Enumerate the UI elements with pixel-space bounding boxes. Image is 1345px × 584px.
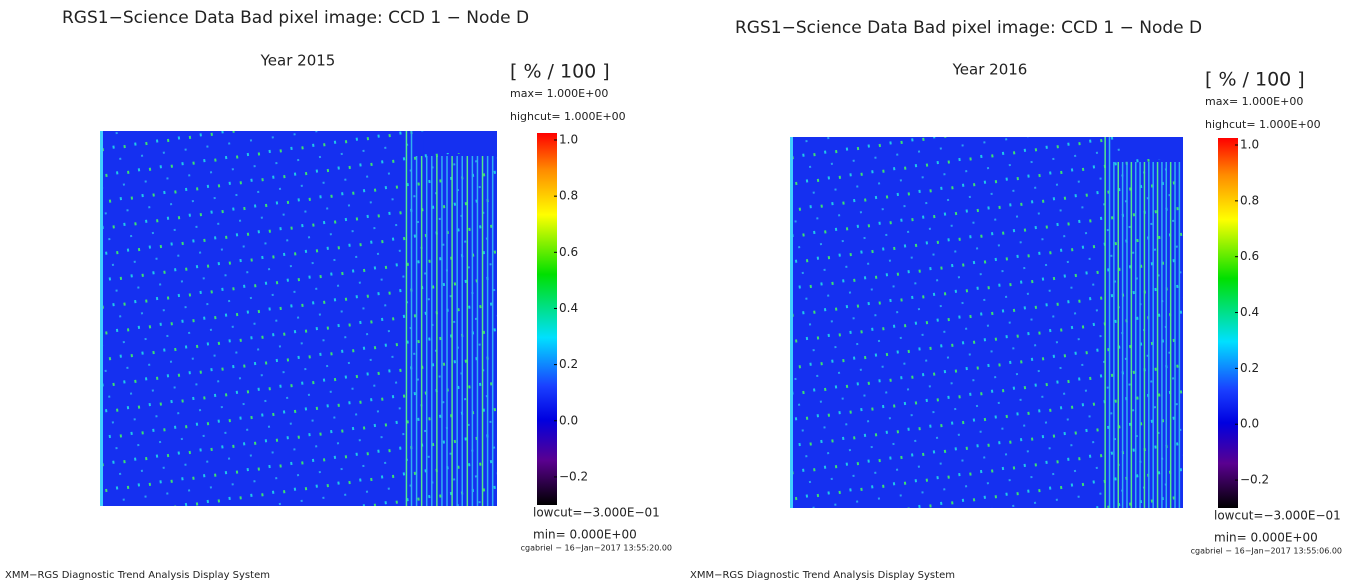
min-label: min= 0.000E+00 [1214, 531, 1318, 545]
column-stripe [1139, 162, 1141, 508]
highcut-label: highcut= 1.000E+00 [1205, 118, 1321, 131]
colorbar-tick-label: −0.2 [559, 469, 588, 483]
column-stripe [1156, 162, 1159, 508]
column-stripe [1134, 162, 1137, 508]
column-stripe [1104, 137, 1106, 508]
units: [ % / 100 ] [510, 61, 610, 83]
column-stripe [451, 156, 453, 506]
max-label: max= 1.000E+00 [1205, 95, 1303, 108]
image-corner [423, 131, 497, 153]
column-stripe [461, 156, 463, 506]
column-stripe [1126, 162, 1128, 508]
column-stripe [446, 156, 448, 506]
column-stripe [456, 156, 458, 506]
colorbar-tick-label: 0.2 [559, 357, 578, 371]
panel-title: RGS1−Science Data Bad pixel image: CCD 1… [62, 8, 529, 28]
min-label: min= 0.000E+00 [533, 528, 637, 542]
lowcut-label: lowcut=−3.000E−01 [1214, 509, 1341, 523]
column-stripe [466, 156, 469, 506]
colorbar-tick-label: 0.4 [559, 301, 578, 315]
column-stripe [436, 156, 438, 506]
colorbar-tick-label: 1.0 [559, 133, 578, 147]
column-stripe [1148, 162, 1150, 508]
column-stripe [1174, 162, 1176, 508]
colorbar-tick-label: 0.8 [1240, 193, 1259, 207]
column-stripe [481, 156, 484, 506]
colorbar-tick-label: 0.6 [1240, 249, 1259, 263]
panel-subtitle: Year 2016 [952, 61, 1028, 79]
colorbar-tick-label: 0.4 [1240, 305, 1259, 319]
column-stripe [420, 156, 423, 506]
colorbar-tick-label: 0.6 [559, 245, 578, 259]
column-stripe [1113, 162, 1115, 508]
footer: XMM−RGS Diagnostic Trend Analysis Displa… [690, 570, 955, 581]
pixel-image [100, 131, 497, 506]
lowcut-label: lowcut=−3.000E−01 [533, 506, 660, 520]
column-stripe [471, 156, 474, 506]
colorbar-tick-label: 0.0 [1240, 417, 1259, 431]
column-stripe [476, 156, 479, 506]
column-stripe [491, 156, 494, 506]
column-stripe [1165, 162, 1168, 508]
highcut-label: highcut= 1.000E+00 [510, 110, 626, 123]
column-stripe [1161, 162, 1163, 508]
colorbar-tick-label: −0.2 [1240, 473, 1269, 487]
timestamp: cgabriel − 16−Jan−2017 13:55:20.00 [521, 544, 672, 553]
timestamp: cgabriel − 16−Jan−2017 13:55:06.00 [1191, 547, 1342, 556]
footer: XMM−RGS Diagnostic Trend Analysis Displa… [5, 570, 270, 581]
column-stripe [415, 156, 418, 506]
image-edge [790, 137, 793, 508]
column-stripe [486, 156, 489, 506]
column-stripe [405, 131, 408, 506]
colorbar-tick-label: 0.0 [559, 413, 578, 427]
colorbar-tick-label: 0.2 [1240, 361, 1259, 375]
column-stripe [410, 131, 413, 506]
column-stripe [431, 156, 433, 506]
column-stripe [1178, 162, 1181, 508]
column-stripe [1130, 162, 1133, 508]
column-stripe [441, 156, 443, 506]
colorbar-tick-label: 0.8 [559, 189, 578, 203]
colorbar [1218, 138, 1238, 508]
image-edge [100, 131, 103, 506]
units: [ % / 100 ] [1205, 69, 1305, 91]
panel-subtitle: Year 2015 [260, 52, 336, 70]
column-stripe [1169, 162, 1172, 508]
max-label: max= 1.000E+00 [510, 87, 608, 100]
panel-title: RGS1−Science Data Bad pixel image: CCD 1… [735, 18, 1202, 38]
pixel-image [790, 137, 1183, 508]
column-stripe [1117, 162, 1119, 508]
panel: RGS1−Science Data Bad pixel image: CCD 1… [690, 18, 1342, 581]
column-stripe [1152, 162, 1154, 508]
column-stripe [1143, 162, 1146, 508]
panels: RGS1−Science Data Bad pixel image: CCD 1… [5, 8, 1342, 581]
colorbar [537, 133, 557, 505]
column-stripe [1121, 162, 1124, 508]
image-corner [1120, 137, 1183, 159]
column-stripe [1108, 137, 1111, 508]
panel: RGS1−Science Data Bad pixel image: CCD 1… [5, 8, 672, 581]
colorbar-tick-label: 1.0 [1240, 138, 1259, 152]
column-stripe [425, 156, 428, 506]
